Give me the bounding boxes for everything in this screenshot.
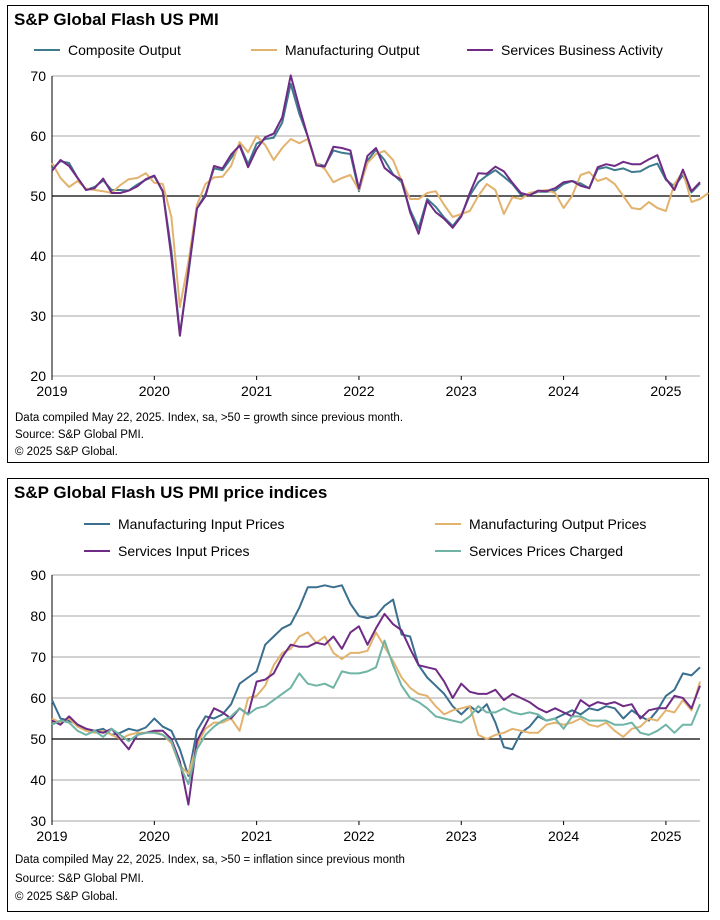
x-tick-label: 2021 — [241, 828, 272, 844]
series-line-services-input-prices — [51, 612, 701, 806]
series-line-manufacturing-output — [51, 135, 710, 308]
price-indices-chart-panel: S&P Global Flash US PMI price indices Ma… — [7, 478, 709, 912]
price-indices-plot: 30 40 50 60 70 80 90 2019 2020 2021 2022 2023 2024 20… — [30, 567, 701, 844]
x-tick-label: 2019 — [36, 383, 67, 399]
copyright-note: © 2025 S&P Global. — [15, 446, 118, 458]
chart-title: S&P Global Flash US PMI — [14, 10, 219, 29]
source-note: Source: S&P Global PMI. — [15, 873, 144, 885]
x-tick-label: 2022 — [343, 383, 374, 399]
y-tick-label: 80 — [30, 608, 46, 624]
legend-item-composite-output: Composite Output — [34, 42, 181, 58]
composite-pmi-chart-panel: S&P Global Flash US PMI Composite Output… — [7, 5, 710, 463]
legend-label: Manufacturing Input Prices — [118, 516, 285, 532]
x-tick-label: 2025 — [650, 383, 681, 399]
legend-swatch — [435, 523, 461, 525]
x-tick-label: 2019 — [36, 828, 67, 844]
composite-pmi-plot: 20 30 40 50 60 70 2019 2020 2021 2022 2023 2024 2025 — [30, 68, 710, 399]
series-line-services-business-activity — [51, 74, 701, 337]
legend-label: Composite Output — [68, 42, 181, 58]
y-tick-label: 30 — [30, 308, 46, 324]
x-tick-label: 2022 — [343, 828, 374, 844]
source-note: Source: S&P Global PMI. — [15, 429, 144, 441]
y-tick-label: 70 — [30, 649, 46, 665]
y-tick-label: 20 — [30, 368, 46, 384]
legend-item-services-input-prices: Services Input Prices — [84, 543, 250, 559]
legend-item-services-business-activity: Services Business Activity — [467, 42, 663, 58]
x-tick-label: 2024 — [548, 828, 579, 844]
data-note: Data compiled May 22, 2025. Index, sa, >… — [15, 854, 405, 866]
x-tick-label: 2021 — [241, 383, 272, 399]
data-note: Data compiled May 22, 2025. Index, sa, >… — [15, 412, 404, 424]
legend-swatch — [467, 49, 493, 51]
legend-swatch — [84, 550, 110, 552]
y-tick-label: 40 — [30, 248, 46, 264]
legend-swatch — [435, 550, 461, 552]
y-tick-label: 50 — [30, 188, 46, 204]
series-line-services-prices-charged — [51, 639, 701, 786]
x-tick-label: 2025 — [650, 828, 681, 844]
y-tick-label: 70 — [30, 68, 46, 84]
legend-swatch — [34, 49, 60, 51]
series-line-composite-output — [51, 82, 701, 335]
chart-title: S&P Global Flash US PMI price indices — [14, 483, 328, 502]
legend-label: Manufacturing Output Prices — [469, 516, 647, 532]
legend-item-manufacturing-output-prices: Manufacturing Output Prices — [435, 516, 646, 532]
y-tick-label: 50 — [30, 731, 46, 747]
legend-swatch — [84, 523, 110, 525]
legend-item-manufacturing-input-prices: Manufacturing Input Prices — [84, 516, 285, 532]
y-tick-label: 30 — [30, 813, 46, 829]
y-tick-label: 40 — [30, 772, 46, 788]
legend-item-services-prices-charged: Services Prices Charged — [435, 543, 623, 559]
y-tick-label: 60 — [30, 690, 46, 706]
legend-label: Services Input Prices — [118, 543, 250, 559]
x-tick-label: 2020 — [139, 828, 170, 844]
x-tick-label: 2020 — [139, 383, 170, 399]
y-tick-label: 90 — [30, 567, 46, 583]
x-tick-label: 2023 — [446, 383, 477, 399]
series-line-manufacturing-input-prices — [51, 584, 701, 777]
legend-swatch — [251, 49, 277, 51]
x-tick-label: 2024 — [548, 383, 579, 399]
legend-item-manufacturing-output: Manufacturing Output — [251, 42, 420, 58]
legend-label: Services Business Activity — [501, 42, 663, 58]
legend-label: Manufacturing Output — [285, 42, 420, 58]
legend-label: Services Prices Charged — [469, 543, 624, 559]
x-tick-label: 2023 — [446, 828, 477, 844]
copyright-note: © 2025 S&P Global. — [15, 891, 118, 903]
y-tick-label: 60 — [30, 128, 46, 144]
